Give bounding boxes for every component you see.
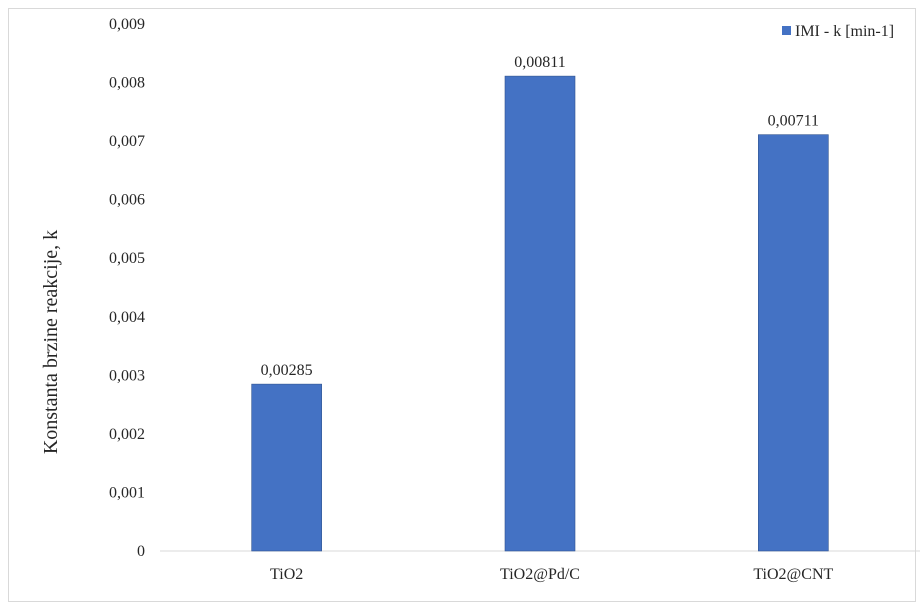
y-axis-title: Konstanta brzine reakcije, k (40, 230, 62, 454)
y-tick-label: 0,002 (109, 426, 145, 443)
data-label: 0,00811 (514, 54, 565, 71)
y-tick-label: 0,007 (109, 133, 145, 150)
data-label: 0,00711 (768, 113, 819, 130)
data-label: 0,00285 (261, 362, 313, 379)
y-tick-label: 0,004 (109, 309, 145, 326)
legend-swatch (782, 26, 791, 35)
y-axis-ticks: 0 0,001 0,002 0,003 0,004 0,005 0,006 0,007 0,00… (109, 16, 145, 560)
bar (251, 383, 322, 552)
y-tick-label: 0,001 (109, 484, 145, 501)
y-axis-title-group: Konstanta brzine reakcije, k (40, 230, 62, 454)
category-label: TiO2 (270, 566, 303, 583)
y-tick-label: 0 (137, 543, 145, 560)
legend-label: IMI - k [min-1] (795, 23, 894, 40)
bars (251, 75, 829, 552)
category-label: TiO2@CNT (753, 566, 833, 583)
bar (504, 75, 576, 552)
category-label: TiO2@Pd/C (500, 566, 580, 583)
y-tick-label: 0,008 (109, 75, 145, 92)
category-labels: TiO2 TiO2@Pd/C TiO2@CNT (270, 566, 833, 583)
y-tick-label: 0,005 (109, 250, 145, 267)
y-tick-label: 0,009 (109, 16, 145, 33)
bar (758, 134, 829, 552)
legend: IMI - k [min-1] (782, 23, 894, 40)
y-tick-label: 0,003 (109, 367, 145, 384)
y-tick-label: 0,006 (109, 192, 145, 209)
data-labels: 0,00285 0,00811 0,00711 (261, 54, 819, 379)
